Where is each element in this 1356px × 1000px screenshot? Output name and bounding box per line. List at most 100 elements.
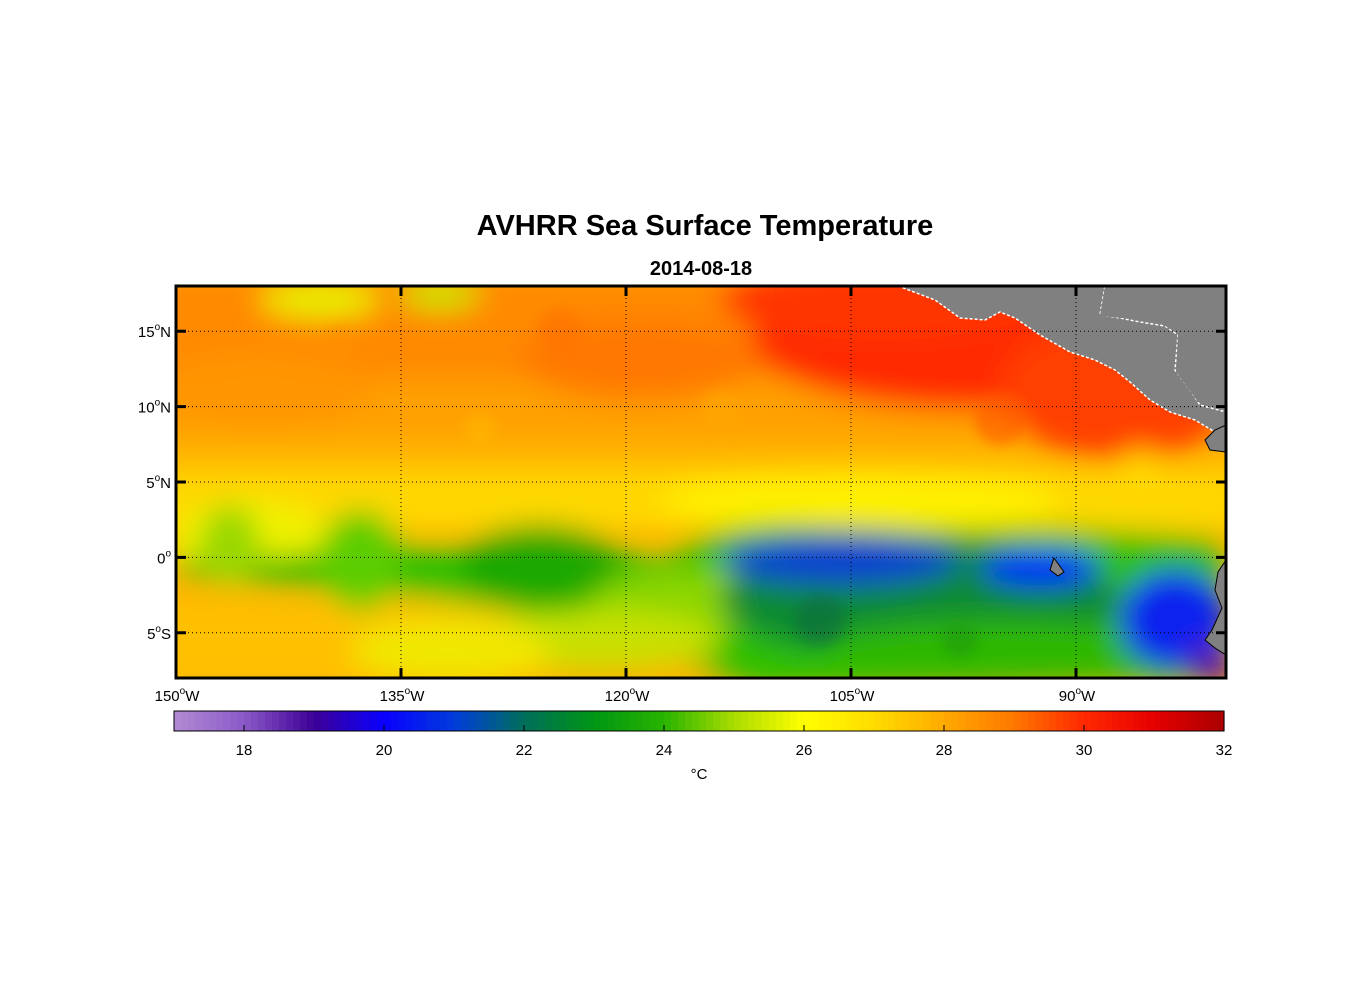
- colorbar-swatch: [1077, 711, 1085, 731]
- colorbar-swatch: [888, 711, 896, 731]
- colorbar-swatch: [748, 711, 756, 731]
- colorbar-swatch: [1182, 711, 1190, 731]
- colorbar-swatch: [741, 711, 749, 731]
- colorbar-swatch: [559, 711, 567, 731]
- colorbar-swatch: [552, 711, 560, 731]
- south-america-land: [1204, 559, 1226, 656]
- colorbar-swatch: [363, 711, 371, 731]
- galapagos-land: [1049, 556, 1065, 577]
- colorbar-swatch: [209, 711, 217, 731]
- colorbar-swatch: [237, 711, 245, 731]
- colorbar-swatch: [482, 711, 490, 731]
- colorbar-swatch: [1084, 711, 1092, 731]
- colorbar-swatch: [762, 711, 770, 731]
- colorbar-swatch: [804, 711, 812, 731]
- colorbar-swatch: [1063, 711, 1071, 731]
- colorbar-swatch: [734, 711, 742, 731]
- colorbar-swatch: [1175, 711, 1183, 731]
- colorbar-swatch: [895, 711, 903, 731]
- colorbar-swatch: [818, 711, 826, 731]
- colorbar-tick-label: 32: [1216, 742, 1233, 759]
- colorbar-swatch: [230, 711, 238, 731]
- colorbar-swatch: [993, 711, 1001, 731]
- colorbar-swatch: [902, 711, 910, 731]
- colorbar-swatch: [860, 711, 868, 731]
- colorbar-swatch: [615, 711, 623, 731]
- colorbar-swatch: [1196, 711, 1204, 731]
- colorbar-swatch: [223, 711, 231, 731]
- lat-tick-label: 0o: [157, 548, 171, 567]
- lat-tick-label: 5oS: [147, 624, 171, 643]
- longitude-labels: 150oW 135oW 120oW 105oW 90oW: [155, 686, 1096, 705]
- colorbar-tick-label: 28: [936, 742, 953, 759]
- colorbar-swatch: [307, 711, 315, 731]
- colorbar-swatch: [174, 711, 182, 731]
- colorbar-swatch: [538, 711, 546, 731]
- colorbar-swatch: [545, 711, 553, 731]
- colorbar-swatch: [1042, 711, 1050, 731]
- colorbar-swatch: [510, 711, 518, 731]
- colorbar-unit-label: °C: [691, 766, 708, 783]
- colorbar-swatch: [356, 711, 364, 731]
- colorbar-swatch: [1112, 711, 1120, 731]
- colorbar-swatch: [958, 711, 966, 731]
- colorbar-swatch: [293, 711, 301, 731]
- colorbar-swatch: [944, 711, 952, 731]
- colorbar-swatch: [531, 711, 539, 731]
- colorbar-swatch: [503, 711, 511, 731]
- map-frame: [174, 284, 1228, 680]
- colorbar-swatch: [265, 711, 273, 731]
- colorbar-swatch: [972, 711, 980, 731]
- colorbar-swatch: [1217, 711, 1225, 731]
- colorbar-swatch: [979, 711, 987, 731]
- colorbar-swatch: [1161, 711, 1169, 731]
- colorbar-swatch: [391, 711, 399, 731]
- colorbar-swatch: [1203, 711, 1211, 731]
- colorbar-swatch: [454, 711, 462, 731]
- colorbar-swatch: [412, 711, 420, 731]
- colorbar-swatch: [181, 711, 189, 731]
- colorbar-swatch: [489, 711, 497, 731]
- graticule: [176, 286, 1226, 678]
- colorbar-swatch: [1007, 711, 1015, 731]
- colorbar: 18 20 22 24 26 28 30 32 °C: [173, 710, 1233, 783]
- colorbar-swatch: [384, 711, 392, 731]
- colorbar-swatch: [650, 711, 658, 731]
- colorbar-swatch: [832, 711, 840, 731]
- colorbar-swatch: [405, 711, 413, 731]
- colorbar-swatch: [671, 711, 679, 731]
- colorbar-swatch: [1119, 711, 1127, 731]
- lat-tick-label: 5oN: [146, 473, 171, 492]
- colorbar-swatch: [426, 711, 434, 731]
- colorbar-swatch: [636, 711, 644, 731]
- land: [897, 286, 1226, 656]
- colorbar-swatch: [244, 711, 252, 731]
- colorbar-swatch: [930, 711, 938, 731]
- colorbar-swatch: [587, 711, 595, 731]
- colorbar-swatch: [566, 711, 574, 731]
- colorbar-swatch: [1133, 711, 1141, 731]
- colorbar-swatch: [300, 711, 308, 731]
- colorbar-swatch: [580, 711, 588, 731]
- colorbar-swatch: [874, 711, 882, 731]
- colorbar-swatch: [909, 711, 917, 731]
- colorbar-swatch: [286, 711, 294, 731]
- colorbar-swatch: [643, 711, 651, 731]
- colorbar-swatch: [475, 711, 483, 731]
- colorbar-swatch: [314, 711, 322, 731]
- colorbar-swatch: [727, 711, 735, 731]
- colorbar-tick-label: 24: [656, 742, 673, 759]
- colorbar-tick-label: 30: [1076, 742, 1093, 759]
- colorbar-swatch: [853, 711, 861, 731]
- colorbar-swatch: [1147, 711, 1155, 731]
- colorbar-swatch: [629, 711, 637, 731]
- colorbar-swatch: [188, 711, 196, 731]
- lon-tick-label: 105oW: [830, 686, 876, 705]
- colorbar-swatch: [468, 711, 476, 731]
- colorbar-tick-label: 20: [376, 742, 393, 759]
- colorbar-tick-label: 18: [236, 742, 253, 759]
- colorbar-swatch: [678, 711, 686, 731]
- colorbar-swatch: [1021, 711, 1029, 731]
- colorbar-swatch: [496, 711, 504, 731]
